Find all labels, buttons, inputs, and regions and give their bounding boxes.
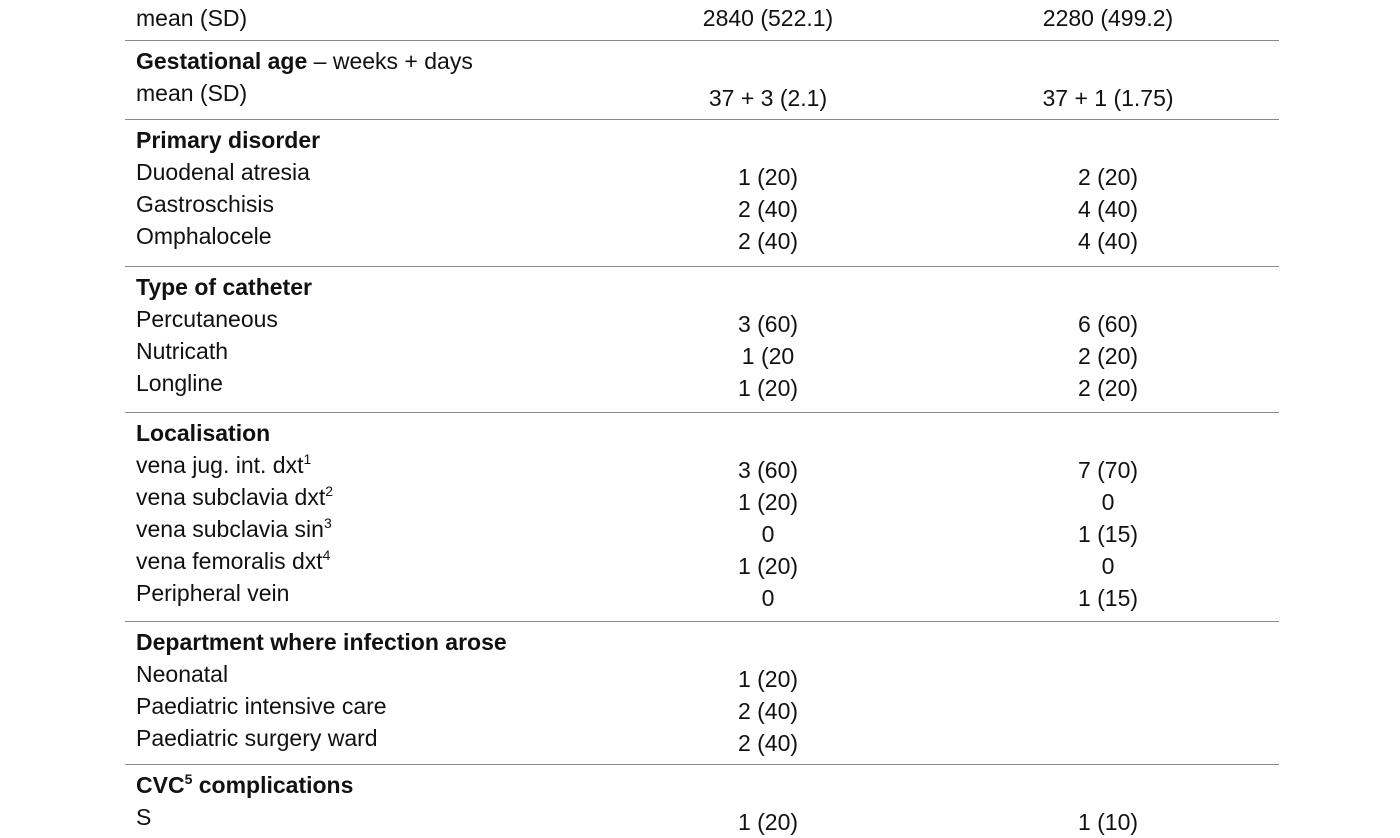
section-heading: Primary disorder — [136, 127, 321, 153]
group2-value: 1 (15) — [1077, 521, 1139, 547]
group2-value: 1 (15) — [1077, 585, 1139, 611]
row-label: Paediatric intensive care — [136, 693, 387, 719]
section-localisation: Localisation vena jug. int. dxt1 3 (60) … — [125, 417, 1279, 622]
group1-value: 1 (20) — [737, 553, 799, 579]
group1-value: 3 (60) — [737, 311, 799, 337]
group2-value: 2 (20) — [1077, 375, 1139, 401]
group2-value: 0 — [1101, 553, 1115, 579]
group1-value: 37 + 3 (2.1) — [708, 85, 828, 111]
group1-value: 0 — [761, 585, 775, 611]
heading-rest: – weeks + days — [307, 48, 473, 74]
footnote-marker: 3 — [323, 515, 332, 531]
group1-value: 2 (40) — [737, 196, 799, 222]
footnote-marker: 5 — [184, 771, 193, 787]
table-row: Gastroschisis 2 (40) 4 (40) — [125, 188, 1279, 222]
group2-value: 4 (40) — [1077, 228, 1139, 254]
row-label: Paediatric surgery ward — [136, 725, 378, 751]
row-label: S — [136, 804, 152, 830]
row-label: vena jug. int. dxt — [136, 452, 304, 478]
row-label: Duodenal atresia — [136, 159, 310, 185]
table-row: Duodenal atresia 1 (20) 2 (20) — [125, 156, 1279, 190]
table-row: Peripheral vein 0 1 (15) — [125, 577, 1279, 611]
section-type-of-catheter: Type of catheter Percutaneous 3 (60) 6 (… — [125, 271, 1279, 413]
group2-value: 2 (20) — [1077, 164, 1139, 190]
heading-bold: Gestational age — [136, 48, 308, 74]
group2-value: 0 — [1101, 489, 1115, 515]
group2-value: 37 + 1 (1.75) — [1042, 85, 1174, 111]
group1-value: 1 (20) — [737, 666, 799, 692]
footnote-marker: 2 — [325, 483, 334, 499]
row-label: vena femoralis dxt — [136, 548, 323, 574]
section-department: Department where infection arose Neonata… — [125, 626, 1279, 765]
row-label: Gastroschisis — [136, 191, 275, 217]
group1-value: 1 (20) — [737, 809, 799, 835]
section-heading: Department where infection arose — [136, 629, 507, 655]
heading-bold: CVC — [136, 772, 185, 798]
table-row: mean (SD) 37 + 3 (2.1) 37 + 1 (1.75) — [125, 77, 1279, 111]
section-cvc-complications: CVC5 complications S 1 (20) 1 (10) — [125, 769, 1279, 835]
row-label: vena subclavia sin — [136, 516, 324, 542]
group1-value: 1 (20) — [737, 375, 799, 401]
table-row: Omphalocele 2 (40) 4 (40) — [125, 220, 1279, 254]
row-label: Peripheral vein — [136, 580, 290, 606]
table-row: mean (SD) 2840 (522.1) 2280 (499.2) — [125, 2, 1279, 34]
table-row: Longline 1 (20) 2 (20) — [125, 367, 1279, 401]
section-heading: Type of catheter — [136, 274, 312, 300]
row-label: Longline — [136, 370, 223, 396]
group2-value: 2280 (499.2) — [1042, 5, 1174, 31]
table-row: vena jug. int. dxt1 3 (60) 7 (70) — [125, 449, 1279, 483]
group2-value: 7 (70) — [1077, 457, 1139, 483]
group1-value: 1 (20 — [741, 343, 795, 369]
row-label: mean (SD) — [136, 5, 248, 31]
data-table: mean (SD) 2840 (522.1) 2280 (499.2) Gest… — [125, 0, 1279, 835]
table-row: Nutricath 1 (20 2 (20) — [125, 335, 1279, 369]
group1-value: 1 (20) — [737, 489, 799, 515]
group1-value: 3 (60) — [737, 457, 799, 483]
group1-value: 2840 (522.1) — [702, 5, 834, 31]
section-heading: CVC5 complications — [125, 769, 1279, 801]
table-row: Neonatal 1 (20) — [125, 658, 1279, 692]
row-label: Neonatal — [136, 661, 229, 687]
footnote-marker: 1 — [303, 451, 312, 467]
table-row: vena subclavia dxt2 1 (20) 0 — [125, 481, 1279, 515]
row-label: Percutaneous — [136, 306, 278, 332]
footnote-marker: 4 — [322, 547, 331, 563]
group1-value: 0 — [761, 521, 775, 547]
group1-value: 1 (20) — [737, 164, 799, 190]
table-row: vena femoralis dxt4 1 (20) 0 — [125, 545, 1279, 579]
section-heading: Localisation — [136, 420, 271, 446]
row-label: Nutricath — [136, 338, 229, 364]
row-label: mean (SD) — [136, 80, 248, 106]
group2-value: 4 (40) — [1077, 196, 1139, 222]
table-row: vena subclavia sin3 0 1 (15) — [125, 513, 1279, 547]
table-row: Paediatric surgery ward 2 (40) — [125, 722, 1279, 756]
group2-value: 1 (10) — [1077, 809, 1139, 835]
row-label: vena subclavia dxt — [136, 484, 326, 510]
section-heading: Gestational age – weeks + days — [125, 45, 1279, 77]
table-row: Paediatric intensive care 2 (40) — [125, 690, 1279, 724]
table-row: S 1 (20) 1 (10) — [125, 801, 1279, 835]
section-birthweight: mean (SD) 2840 (522.1) 2280 (499.2) — [125, 0, 1279, 41]
table-row: Percutaneous 3 (60) 6 (60) — [125, 303, 1279, 337]
heading-rest: complications — [192, 772, 354, 798]
group1-value: 2 (40) — [737, 730, 799, 756]
group2-value: 2 (20) — [1077, 343, 1139, 369]
group1-value: 2 (40) — [737, 698, 799, 724]
section-primary-disorder: Primary disorder Duodenal atresia 1 (20)… — [125, 124, 1279, 267]
group2-value: 6 (60) — [1077, 311, 1139, 337]
group1-value: 2 (40) — [737, 228, 799, 254]
section-gestational-age: Gestational age – weeks + days mean (SD)… — [125, 45, 1279, 120]
row-label: Omphalocele — [136, 223, 272, 249]
